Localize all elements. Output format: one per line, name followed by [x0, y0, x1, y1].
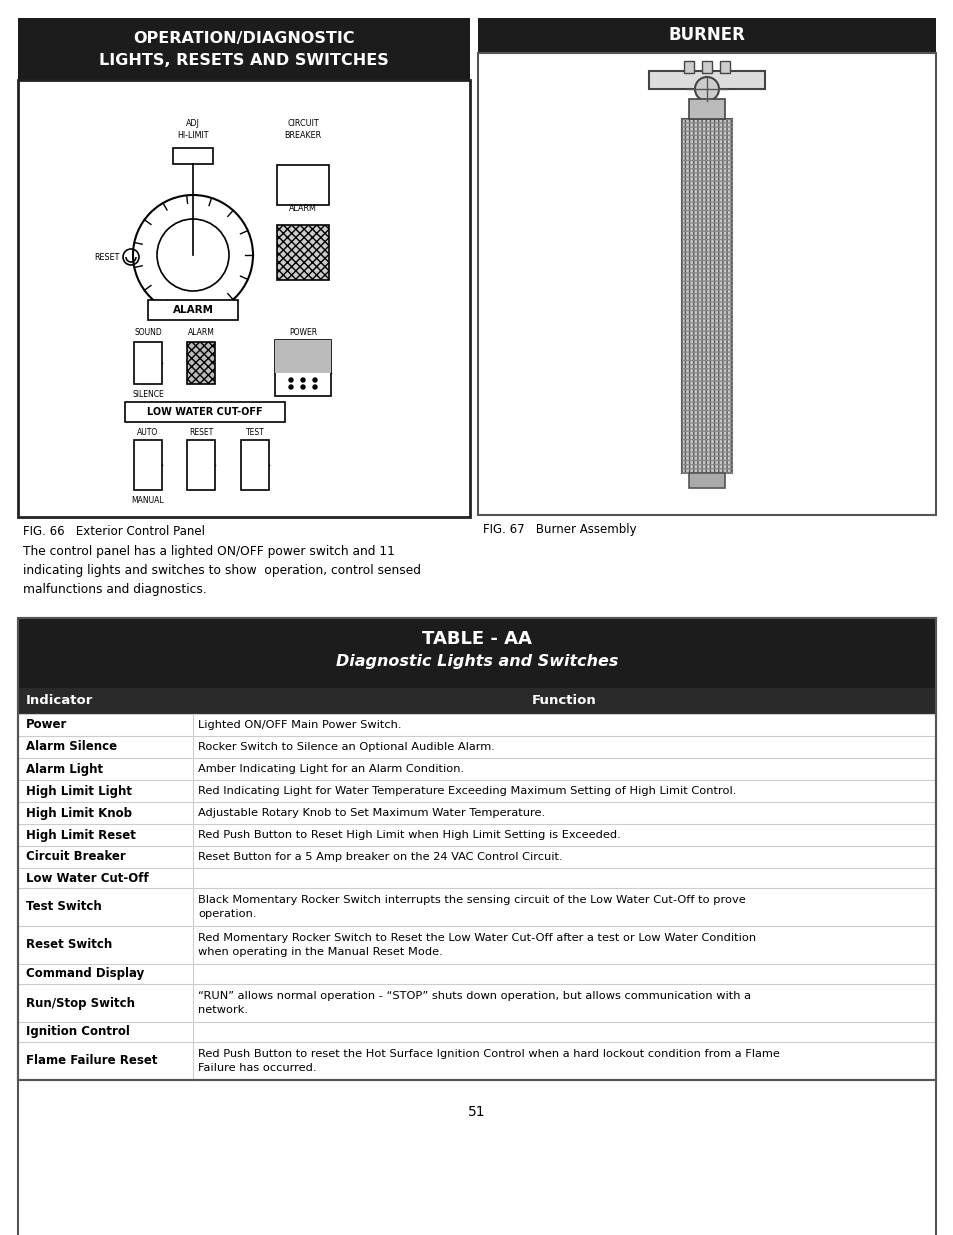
Text: MANUAL: MANUAL [132, 496, 164, 505]
Bar [18, 618, 935, 688]
Bar [276, 165, 329, 205]
Text: Flame Failure Reset: Flame Failure Reset [26, 1055, 157, 1067]
Text: FIG. 66   Exterior Control Panel: FIG. 66 Exterior Control Panel [23, 525, 205, 538]
Text: High Limit Knob: High Limit Knob [26, 806, 132, 820]
Text: Reset Switch: Reset Switch [26, 939, 112, 951]
Text: Function: Function [532, 694, 597, 708]
Text: Alarm Light: Alarm Light [26, 762, 103, 776]
Text: SILENCE: SILENCE [132, 390, 164, 399]
Bar [274, 340, 331, 373]
Text: Red Push Button to Reset High Limit when High Limit Setting is Exceeded.: Red Push Button to Reset High Limit when… [198, 830, 620, 840]
Text: High Limit Light: High Limit Light [26, 784, 132, 798]
Text: OPERATION/DIAGNOSTIC: OPERATION/DIAGNOSTIC [133, 31, 355, 46]
Circle shape [289, 378, 293, 382]
Circle shape [289, 385, 293, 389]
Text: Indicator: Indicator [26, 694, 93, 708]
Text: High Limit Reset: High Limit Reset [26, 829, 135, 841]
Text: Reset Button for a 5 Amp breaker on the 24 VAC Control Circuit.: Reset Button for a 5 Amp breaker on the … [198, 852, 562, 862]
Circle shape [301, 378, 305, 382]
Bar [683, 61, 693, 73]
Text: LIGHTS, RESETS AND SWITCHES: LIGHTS, RESETS AND SWITCHES [99, 53, 389, 68]
Bar [18, 688, 935, 714]
Text: Alarm Silence: Alarm Silence [26, 741, 117, 753]
Bar [720, 61, 729, 73]
Bar [276, 225, 329, 280]
Text: Run/Stop Switch: Run/Stop Switch [26, 997, 135, 1009]
Bar [133, 342, 162, 384]
Bar [477, 19, 935, 53]
Bar [133, 440, 162, 490]
Circle shape [313, 385, 316, 389]
Text: CIRCUIT
BREAKER: CIRCUIT BREAKER [284, 120, 321, 140]
Bar [688, 473, 724, 488]
Text: BURNER: BURNER [668, 26, 744, 44]
Text: Rocker Switch to Silence an Optional Audible Alarm.: Rocker Switch to Silence an Optional Aud… [198, 742, 495, 752]
Text: LOW WATER CUT-OFF: LOW WATER CUT-OFF [147, 408, 262, 417]
Text: Lighted ON/OFF Main Power Switch.: Lighted ON/OFF Main Power Switch. [198, 720, 401, 730]
Text: Black Momentary Rocker Switch interrupts the sensing circuit of the Low Water Cu: Black Momentary Rocker Switch interrupts… [198, 895, 745, 919]
Bar [187, 440, 214, 490]
Text: ALARM: ALARM [188, 329, 214, 337]
Text: Amber Indicating Light for an Alarm Condition.: Amber Indicating Light for an Alarm Cond… [198, 764, 464, 774]
Text: Ignition Control: Ignition Control [26, 1025, 130, 1039]
Text: 51: 51 [468, 1105, 485, 1119]
Text: Red Push Button to reset the Hot Surface Ignition Control when a hard lockout co: Red Push Button to reset the Hot Surface… [198, 1050, 779, 1073]
Text: ADJ
HI-LIMIT: ADJ HI-LIMIT [177, 120, 209, 140]
Bar [18, 80, 470, 517]
Text: TABLE - AA: TABLE - AA [421, 630, 532, 648]
Bar [701, 61, 711, 73]
Bar [148, 300, 237, 320]
Text: TEST: TEST [245, 429, 264, 437]
Bar [681, 119, 731, 473]
Bar [18, 618, 935, 1079]
Circle shape [313, 378, 316, 382]
Text: RESET: RESET [94, 252, 120, 262]
Bar [187, 342, 214, 384]
Bar [18, 618, 935, 1235]
Text: ALARM: ALARM [172, 305, 213, 315]
Bar [241, 440, 269, 490]
Text: SOUND: SOUND [134, 329, 162, 337]
Bar [172, 148, 213, 164]
Text: Diagnostic Lights and Switches: Diagnostic Lights and Switches [335, 655, 618, 669]
Text: AUTO: AUTO [137, 429, 158, 437]
Circle shape [301, 385, 305, 389]
Bar [18, 19, 470, 80]
Text: Power: Power [26, 719, 68, 731]
Text: Low Water Cut-Off: Low Water Cut-Off [26, 872, 149, 884]
Text: Circuit Breaker: Circuit Breaker [26, 851, 126, 863]
Circle shape [695, 77, 719, 101]
Bar [125, 403, 285, 422]
Text: Command Display: Command Display [26, 967, 144, 981]
Bar [274, 340, 331, 396]
Text: “RUN” allows normal operation - “STOP” shuts down operation, but allows communic: “RUN” allows normal operation - “STOP” s… [198, 992, 750, 1015]
Bar [477, 53, 935, 515]
Text: Red Momentary Rocker Switch to Reset the Low Water Cut-Off after a test or Low W: Red Momentary Rocker Switch to Reset the… [198, 934, 756, 957]
Text: POWER: POWER [289, 329, 316, 337]
Text: RESET: RESET [189, 429, 213, 437]
Text: ALARM: ALARM [289, 204, 316, 212]
Text: FIG. 67   Burner Assembly: FIG. 67 Burner Assembly [482, 522, 636, 536]
Text: Test Switch: Test Switch [26, 900, 102, 914]
Bar [648, 70, 764, 89]
Bar [688, 99, 724, 119]
Text: Red Indicating Light for Water Temperature Exceeding Maximum Setting of High Lim: Red Indicating Light for Water Temperatu… [198, 785, 736, 797]
Text: The control panel has a lighted ON/OFF power switch and 11
indicating lights and: The control panel has a lighted ON/OFF p… [23, 545, 420, 597]
Bar [681, 119, 731, 473]
Text: Adjustable Rotary Knob to Set Maximum Water Temperature.: Adjustable Rotary Knob to Set Maximum Wa… [198, 808, 544, 818]
